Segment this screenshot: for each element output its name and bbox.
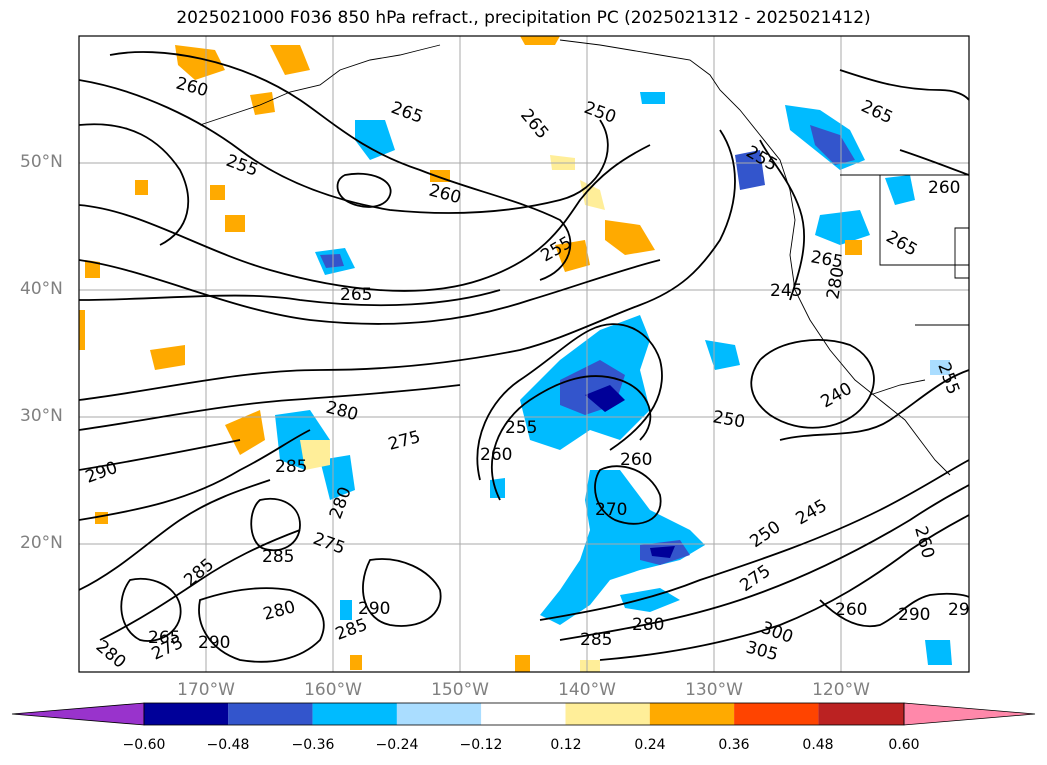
colorbar-tick-label: −0.24: [375, 737, 419, 753]
longitude-label: 160°W: [304, 680, 362, 700]
map-border: [78, 35, 970, 673]
contour-label: 280: [632, 615, 664, 635]
contour-label: 29: [948, 600, 970, 620]
contour-label: 260: [928, 178, 960, 198]
contour-label: 285: [262, 547, 294, 567]
colorbar-tick-label: −0.60: [122, 737, 166, 753]
contour-label: 245: [770, 281, 802, 301]
contour-label: 265: [148, 628, 180, 648]
contour-label: 260: [480, 445, 512, 465]
coastlines: [199, 39, 969, 476]
refractivity-contours: [79, 51, 969, 663]
contour-label: 260: [620, 450, 652, 470]
contour-label: 285: [580, 630, 612, 650]
latitude-label: 40°N: [20, 279, 63, 299]
latitude-label: 20°N: [20, 533, 63, 553]
longitude-label: 170°W: [177, 680, 235, 700]
contour-label: 290: [898, 605, 930, 625]
colorbar-tick-label: −0.12: [459, 737, 503, 753]
map-area: 260 265 255 260 265 265 255 250 255 265 …: [79, 36, 970, 672]
colorbar-tick-label: 0.24: [634, 737, 666, 753]
longitude-label: 130°W: [685, 680, 743, 700]
contour-label: 265: [340, 285, 372, 305]
contour-label: 290: [198, 633, 230, 653]
colorbar-tick-label: 0.12: [550, 737, 582, 753]
colorbar-tick-label: 0.48: [802, 737, 834, 753]
latitude-label: 30°N: [20, 406, 63, 426]
longitude-label: 120°W: [812, 680, 870, 700]
map-title: 2025021000 F036 850 hPa refract., precip…: [176, 8, 871, 28]
colorbar: [11, 702, 1036, 726]
colorbar-tick-label: −0.36: [291, 737, 335, 753]
graticule: [79, 36, 969, 672]
latitude-label: 50°N: [20, 152, 63, 172]
precip-negative-shading: [275, 92, 952, 665]
contour-label: 290: [358, 599, 390, 619]
colorbar-tick-label: 0.60: [888, 737, 920, 753]
longitude-label: 150°W: [431, 680, 489, 700]
contour-label: 285: [275, 457, 307, 477]
contour-label: 270: [595, 500, 627, 520]
contour-label: 260: [835, 600, 867, 620]
colorbar-tick-label: −0.48: [206, 737, 250, 753]
contour-label: 255: [505, 418, 537, 438]
colorbar-tick-label: 0.36: [718, 737, 750, 753]
longitude-label: 140°W: [558, 680, 616, 700]
